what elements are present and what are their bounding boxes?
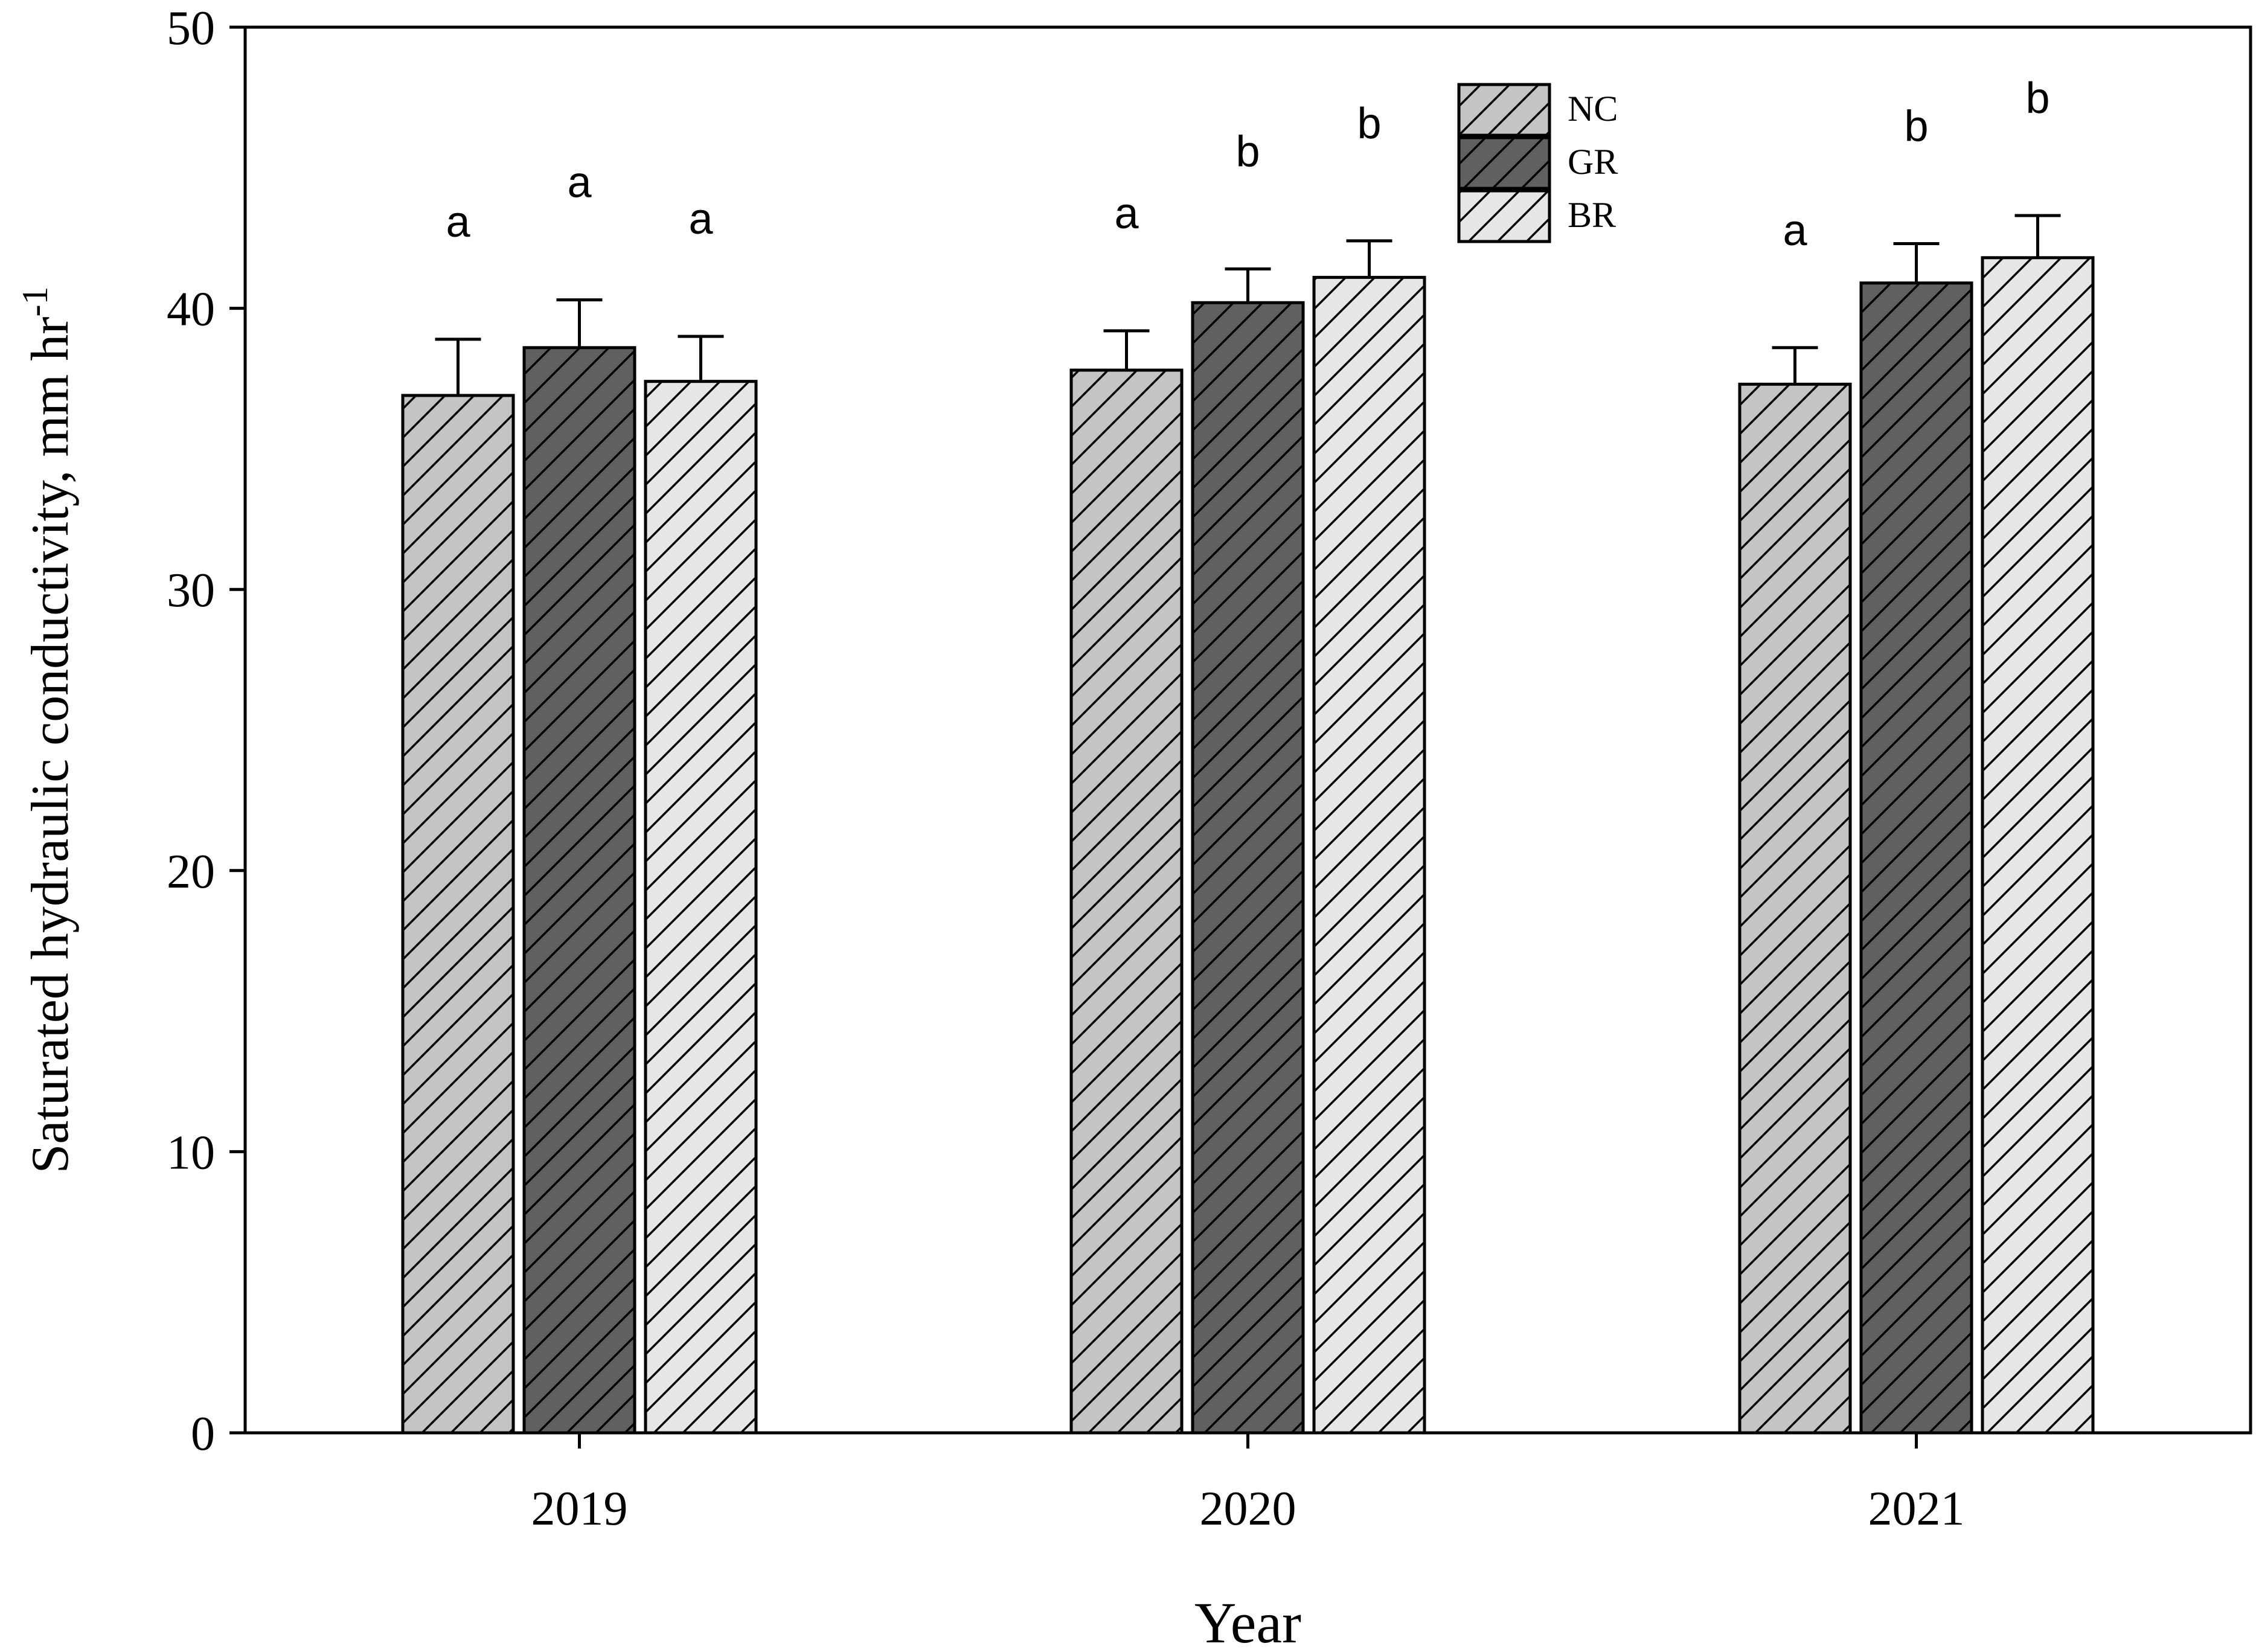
y-tick-label: 10 <box>167 1126 215 1179</box>
significance-letter: a <box>446 198 470 246</box>
y-tick-label: 50 <box>167 2 215 55</box>
y-tick-label: 20 <box>167 845 215 898</box>
significance-letter: b <box>1904 103 1928 151</box>
bar-gr-2020 <box>1191 301 1305 1435</box>
legend-label-gr: GR <box>1568 142 1618 182</box>
legend-swatch-br <box>1457 189 1551 243</box>
bar-gr-2019 <box>522 346 636 1435</box>
bar-nc-2019 <box>401 394 515 1435</box>
significance-letter: a <box>567 159 592 207</box>
y-axis-title: Saturated hydraulic conductivity, mm hr-… <box>15 286 80 1173</box>
legend-swatch-gr <box>1457 136 1551 190</box>
bars: a a a a b b a b b <box>401 74 2095 1435</box>
y-axis-title-superscript: -1 <box>15 286 55 316</box>
y-axis: 0 10 20 30 40 50 <box>167 2 245 1461</box>
x-tick-label: 2021 <box>1868 1482 1965 1535</box>
significance-letter: b <box>1357 100 1381 148</box>
legend: NC GR BR <box>1457 83 1618 243</box>
bar-gr-2021 <box>1859 281 1973 1435</box>
x-tick-label: 2020 <box>1200 1482 1296 1535</box>
bar-br-2020 <box>1312 275 1426 1435</box>
x-axis-title: Year <box>1194 1590 1301 1652</box>
x-axis: 2019 2020 2021 <box>531 1433 1965 1535</box>
significance-letter: b <box>2025 74 2049 123</box>
significance-letter: a <box>688 195 713 243</box>
bar-nc-2020 <box>1069 368 1184 1435</box>
legend-swatch-nc <box>1457 83 1551 137</box>
x-tick-label: 2019 <box>531 1482 628 1535</box>
significance-letter: b <box>1235 127 1260 176</box>
bar-nc-2021 <box>1738 382 1852 1435</box>
bar-br-2019 <box>644 380 758 1435</box>
significance-letter: a <box>1783 206 1807 255</box>
y-axis-title-text: Saturated hydraulic conductivity, mm hr <box>21 316 80 1173</box>
bar-br-2021 <box>1981 256 2095 1435</box>
legend-label-nc: NC <box>1568 89 1618 129</box>
y-tick-label: 0 <box>191 1407 215 1461</box>
significance-letter: a <box>1114 190 1139 238</box>
y-tick-label: 30 <box>167 564 215 617</box>
y-tick-label: 40 <box>167 283 215 336</box>
legend-label-br: BR <box>1568 195 1616 235</box>
